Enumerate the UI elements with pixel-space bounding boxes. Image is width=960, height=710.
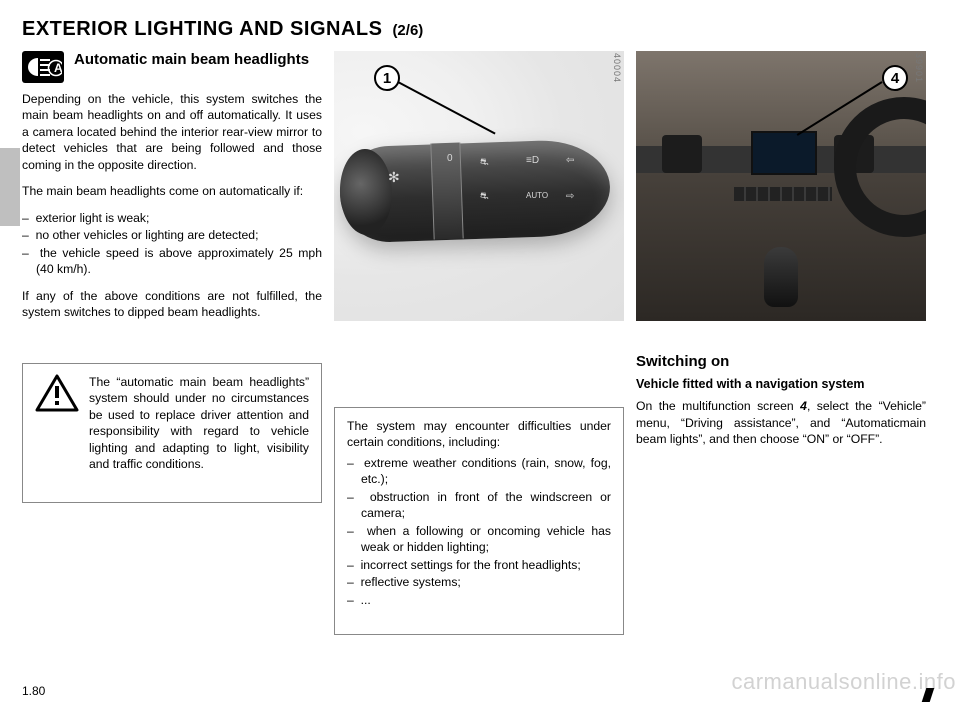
list-item: – the vehicle speed is above approximate… bbox=[22, 245, 322, 278]
feature-title: Automatic main beam headlights bbox=[74, 51, 309, 68]
image-id: 40004 bbox=[612, 53, 622, 83]
note-intro: The system may encounter difficulties un… bbox=[347, 418, 611, 451]
callout-1: 1 bbox=[374, 65, 400, 91]
list-item: – exterior light is weak; bbox=[22, 210, 322, 226]
page-title-row: EXTERIOR LIGHTING AND SIGNALS (2/6) bbox=[22, 18, 938, 41]
paragraph: The main beam headlights come on automat… bbox=[22, 183, 322, 199]
warning-icon bbox=[35, 374, 79, 412]
list-item-text: extreme weather conditions (rain, snow, … bbox=[361, 456, 611, 486]
list-item: – no other vehicles or lighting are dete… bbox=[22, 227, 322, 243]
list-item: – extreme weather conditions (rain, snow… bbox=[347, 455, 611, 488]
list-item: – when a following or oncoming vehicle h… bbox=[347, 523, 611, 556]
list-item-text: ... bbox=[361, 593, 371, 607]
list-item-text: incorrect settings for the front headlig… bbox=[361, 558, 581, 572]
list-item-text: reflective systems; bbox=[361, 575, 461, 589]
feature-header: A Automatic main beam headlights bbox=[22, 51, 322, 83]
dashboard-image bbox=[636, 51, 926, 321]
margin-gray-band bbox=[0, 148, 20, 226]
list-item: – ... bbox=[347, 592, 611, 608]
section-heading: Switching on bbox=[636, 353, 926, 370]
note-box: The system may encounter difficulties un… bbox=[334, 407, 624, 635]
watermark: carmanualsonline.info bbox=[731, 669, 956, 695]
column-1: A Automatic main beam headlights Dependi… bbox=[22, 51, 322, 635]
figure-stalk: ✻ 0 ⛐ ⛐ ≡D AUTO ⇦ ⇨ 40004 1 bbox=[334, 51, 624, 321]
page: EXTERIOR LIGHTING AND SIGNALS (2/6) A bbox=[0, 0, 960, 710]
figure-dashboard: 39901 4 bbox=[636, 51, 926, 321]
column-2: ✻ 0 ⛐ ⛐ ≡D AUTO ⇦ ⇨ 40004 1 The system m… bbox=[334, 51, 624, 635]
warning-text: The “automatic main beam headlights” sys… bbox=[89, 374, 309, 473]
stalk-image: ✻ 0 ⛐ ⛐ ≡D AUTO ⇦ ⇨ bbox=[334, 51, 624, 321]
column-3: 39901 4 Switching on Vehicle fitted with… bbox=[636, 51, 926, 635]
paragraph: If any of the above conditions are not f… bbox=[22, 288, 322, 321]
list-item-text: exterior light is weak; bbox=[36, 211, 150, 225]
paragraph: On the multifunction screen 4, select th… bbox=[636, 398, 926, 447]
spacer bbox=[334, 337, 624, 407]
callout-4: 4 bbox=[882, 65, 908, 91]
list-item-text: no other vehicles or lighting are detect… bbox=[36, 228, 259, 242]
bullet-list: – exterior light is weak; – no other veh… bbox=[22, 210, 322, 278]
section-subheading: Vehicle fitted with a navigation system bbox=[636, 376, 926, 392]
list-item-text: the vehicle speed is above approximately… bbox=[36, 246, 322, 276]
page-title-part: (2/6) bbox=[392, 22, 423, 39]
list-item-text: obstruction in front of the windscreen o… bbox=[361, 490, 611, 520]
paragraph: Depending on the vehicle, this system sw… bbox=[22, 91, 322, 173]
list-item-text: when a following or oncoming vehicle has… bbox=[361, 524, 611, 554]
warning-box: The “automatic main beam headlights” sys… bbox=[22, 363, 322, 503]
page-number: 1.80 bbox=[22, 684, 45, 698]
page-title: EXTERIOR LIGHTING AND SIGNALS bbox=[22, 18, 382, 41]
list-item: – obstruction in front of the windscreen… bbox=[347, 489, 611, 522]
spacer bbox=[22, 331, 322, 363]
image-id: 39901 bbox=[914, 53, 924, 83]
note-bullet-list: – extreme weather conditions (rain, snow… bbox=[347, 455, 611, 608]
spacer bbox=[636, 337, 926, 353]
columns: A Automatic main beam headlights Dependi… bbox=[22, 51, 938, 635]
auto-main-beam-icon: A bbox=[22, 51, 64, 83]
list-item: – incorrect settings for the front headl… bbox=[347, 557, 611, 573]
list-item: – reflective systems; bbox=[347, 574, 611, 590]
